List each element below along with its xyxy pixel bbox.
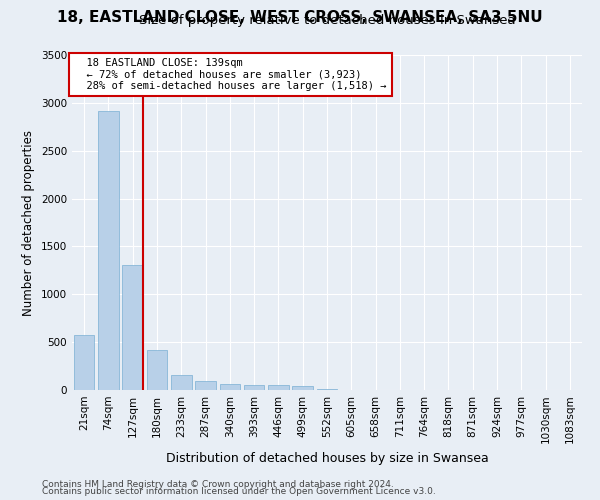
Bar [195, 382, 216, 390]
Text: 18 EASTLAND CLOSE: 139sqm
  ← 72% of detached houses are smaller (3,923)
  28% o: 18 EASTLAND CLOSE: 139sqm ← 72% of detac… [74, 58, 387, 91]
Bar [244, 384, 265, 390]
Bar [220, 384, 240, 390]
Y-axis label: Number of detached properties: Number of detached properties [22, 130, 35, 316]
Title: Size of property relative to detached houses in Swansea: Size of property relative to detached ho… [139, 14, 515, 28]
Bar [317, 389, 337, 390]
Bar [171, 374, 191, 390]
Bar [74, 335, 94, 390]
Text: Contains public sector information licensed under the Open Government Licence v3: Contains public sector information licen… [42, 487, 436, 496]
Bar [98, 110, 119, 390]
Text: 18, EASTLAND CLOSE, WEST CROSS, SWANSEA, SA3 5NU: 18, EASTLAND CLOSE, WEST CROSS, SWANSEA,… [57, 10, 543, 25]
X-axis label: Distribution of detached houses by size in Swansea: Distribution of detached houses by size … [166, 452, 488, 465]
Bar [268, 386, 289, 390]
Text: Contains HM Land Registry data © Crown copyright and database right 2024.: Contains HM Land Registry data © Crown c… [42, 480, 394, 489]
Bar [122, 264, 143, 390]
Bar [292, 386, 313, 390]
Bar [146, 350, 167, 390]
